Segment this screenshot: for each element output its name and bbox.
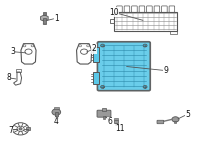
Bar bbox=[102, 108, 106, 111]
Bar bbox=[174, 121, 176, 123]
Bar bbox=[55, 112, 58, 118]
Bar bbox=[93, 47, 99, 62]
Bar bbox=[54, 107, 59, 109]
Circle shape bbox=[172, 117, 179, 122]
Text: 3: 3 bbox=[10, 47, 15, 56]
Circle shape bbox=[19, 128, 22, 130]
Bar bbox=[114, 120, 118, 123]
Text: 6: 6 bbox=[107, 117, 112, 126]
Text: 5: 5 bbox=[185, 110, 190, 119]
Bar bbox=[115, 123, 117, 125]
Bar bbox=[43, 12, 46, 15]
Text: 11: 11 bbox=[115, 124, 125, 133]
Circle shape bbox=[52, 109, 61, 115]
Polygon shape bbox=[41, 15, 48, 21]
Text: 10: 10 bbox=[109, 8, 119, 17]
Bar bbox=[114, 12, 177, 31]
Text: 8: 8 bbox=[6, 73, 11, 82]
Circle shape bbox=[55, 117, 58, 119]
Text: 9: 9 bbox=[163, 66, 168, 75]
Text: 7: 7 bbox=[8, 126, 13, 135]
FancyBboxPatch shape bbox=[157, 120, 164, 124]
Bar bbox=[170, 31, 177, 34]
Bar bbox=[110, 19, 114, 23]
FancyBboxPatch shape bbox=[97, 110, 111, 117]
Circle shape bbox=[101, 85, 105, 88]
Circle shape bbox=[143, 85, 147, 88]
Circle shape bbox=[101, 44, 105, 47]
Bar bbox=[103, 116, 105, 119]
FancyBboxPatch shape bbox=[97, 42, 150, 91]
Circle shape bbox=[143, 44, 147, 47]
Bar bbox=[26, 127, 30, 130]
Bar bbox=[93, 72, 99, 84]
Text: 2: 2 bbox=[92, 44, 96, 53]
Text: 4: 4 bbox=[54, 117, 59, 126]
Bar bbox=[114, 118, 118, 120]
Text: 1: 1 bbox=[54, 14, 59, 23]
Bar bbox=[16, 69, 21, 72]
Bar bbox=[43, 18, 46, 24]
